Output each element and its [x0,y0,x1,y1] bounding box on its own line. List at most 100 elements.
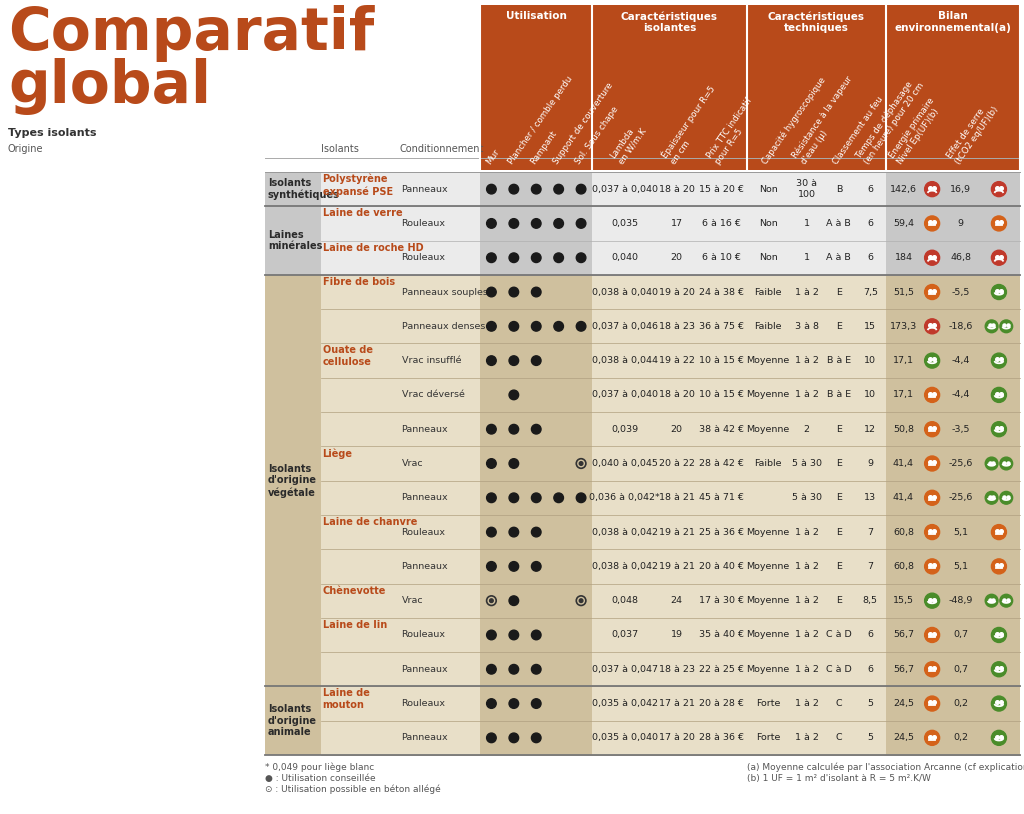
Text: 6: 6 [867,185,873,194]
Circle shape [531,664,541,674]
Text: 24: 24 [671,596,683,605]
Circle shape [486,493,497,502]
Text: 15,5: 15,5 [893,596,914,605]
Bar [321,241,1020,275]
Text: -5,5: -5,5 [951,287,970,296]
Text: 6: 6 [867,219,873,228]
Circle shape [925,319,940,334]
Text: E: E [836,322,842,330]
Circle shape [925,285,940,300]
Text: 0,2: 0,2 [953,733,969,742]
Circle shape [489,599,494,602]
Circle shape [925,250,940,265]
Text: 17,1: 17,1 [893,356,914,365]
Text: Effet de serre
(tCO2 eq/UF)(b): Effet de serre (tCO2 eq/UF)(b) [945,99,1000,166]
Text: 41,4: 41,4 [893,493,914,502]
Text: 59,4: 59,4 [893,219,914,228]
Text: Moyenne: Moyenne [746,665,790,674]
Text: Panneaux souples: Panneaux souples [401,287,487,296]
Circle shape [580,599,583,602]
Circle shape [925,730,940,746]
Text: 0,040 à 0,045: 0,040 à 0,045 [592,459,657,468]
Circle shape [580,462,583,466]
Text: 28 à 36 €: 28 à 36 € [699,733,743,742]
Text: Laine de roche HD: Laine de roche HD [323,243,423,252]
Text: 2: 2 [804,425,810,434]
Circle shape [509,424,518,434]
Text: Rouleaux: Rouleaux [401,631,445,640]
Text: Laine de lin: Laine de lin [323,619,387,630]
Circle shape [985,457,998,470]
Text: 18 à 23: 18 à 23 [658,665,694,674]
Circle shape [509,630,518,640]
Bar [480,172,592,206]
Text: 22 à 25 €: 22 à 25 € [699,665,743,674]
Text: 1 à 2: 1 à 2 [795,631,818,640]
Text: Résistance à la vapeur
d'eau (μ): Résistance à la vapeur d'eau (μ) [791,74,863,166]
Bar [887,206,1020,241]
Bar [480,275,592,309]
Circle shape [985,320,998,333]
Text: 7: 7 [867,527,873,536]
Text: Panneaux: Panneaux [401,562,449,571]
Bar [887,686,1020,720]
Text: 3 à 8: 3 à 8 [795,322,818,330]
Text: Rouleaux: Rouleaux [401,527,445,536]
Text: 5 à 30: 5 à 30 [792,493,821,502]
Text: 0,035 à 0,040: 0,035 à 0,040 [592,733,657,742]
Text: 56,7: 56,7 [893,665,914,674]
Bar [321,172,1020,206]
Text: E: E [836,459,842,468]
Bar [321,720,1020,755]
Text: Moyenne: Moyenne [746,631,790,640]
Bar [887,549,1020,584]
Bar [321,480,1020,515]
Text: 10: 10 [864,391,877,400]
Bar [887,241,1020,275]
Text: -3,5: -3,5 [951,425,970,434]
Text: 15: 15 [864,322,877,330]
Text: Plancher / comble perdu: Plancher / comble perdu [507,75,574,166]
Text: 17 à 21: 17 à 21 [658,699,694,708]
Text: Moyenne: Moyenne [746,425,790,434]
Circle shape [486,219,497,228]
Text: Vrac déversé: Vrac déversé [401,391,464,400]
Text: -25,6: -25,6 [948,459,973,468]
Text: Classement au feu: Classement au feu [831,94,886,166]
Text: Isolants
synthétiques: Isolants synthétiques [268,178,340,200]
Text: 18 à 20: 18 à 20 [658,391,694,400]
Text: 17,1: 17,1 [893,391,914,400]
Bar [321,275,1020,309]
Text: 6: 6 [867,253,873,262]
Text: 1 à 2: 1 à 2 [795,596,818,605]
Bar [321,584,1020,618]
Text: Prix TTC indicatif
pour R=5: Prix TTC indicatif pour R=5 [706,96,763,166]
Circle shape [531,527,541,537]
Text: Mur: Mur [484,147,501,166]
Circle shape [925,353,940,368]
Circle shape [486,356,497,365]
Text: 6 à 10 €: 6 à 10 € [702,253,740,262]
Circle shape [486,424,497,434]
Circle shape [999,457,1013,470]
Text: Lambda
en W/m.K: Lambda en W/m.K [608,120,648,166]
Bar [887,344,1020,378]
Text: 28 à 42 €: 28 à 42 € [699,459,743,468]
Text: 20: 20 [671,425,683,434]
Circle shape [991,696,1007,711]
Text: E: E [836,562,842,571]
Text: ● : Utilisation conseillée: ● : Utilisation conseillée [265,774,376,783]
Circle shape [509,527,518,537]
Text: Rouleaux: Rouleaux [401,253,445,262]
Text: 24,5: 24,5 [893,733,914,742]
Bar [480,446,592,480]
Bar [321,412,1020,446]
Text: 6: 6 [867,631,873,640]
Text: 56,7: 56,7 [893,631,914,640]
Circle shape [509,459,518,468]
Bar [265,686,321,755]
Circle shape [486,527,497,537]
Text: 173,3: 173,3 [890,322,918,330]
Circle shape [991,285,1007,300]
Circle shape [509,219,518,228]
